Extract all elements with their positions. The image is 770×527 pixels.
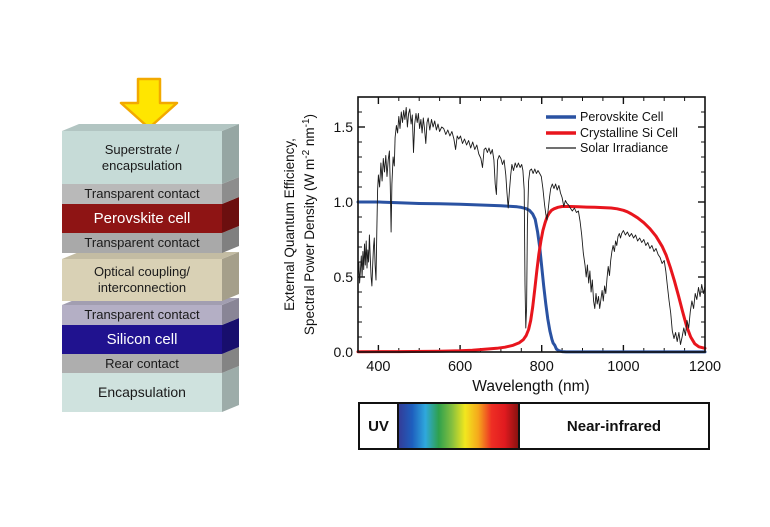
stack-layer-front (62, 184, 222, 204)
legend-label-solar: Solar Irradiance (580, 141, 668, 155)
tandem-stack-diagram: Superstrate / encapsulation Transparent … (55, 75, 255, 425)
uv-label: UV (368, 417, 389, 435)
stack-layer-top (62, 124, 239, 131)
plot-area-border (357, 96, 706, 353)
x-tick-800: 800 (530, 359, 554, 375)
stack-layer-side (222, 197, 239, 233)
solar-irradiance-curve (357, 107, 706, 345)
stack-layer-label-optical-coupling: Optical coupling/ interconnection (93, 264, 191, 295)
y-tick-0.0: 0.0 (334, 344, 354, 360)
stack-layer-label-rear-contact: Rear contact (105, 355, 179, 371)
x-axis-label: Wavelength (nm) (472, 378, 589, 395)
spectrum-bar: UV Near-infrared (358, 402, 710, 450)
stack-layer-label-superstrate: Superstrate / encapsulation (101, 141, 183, 173)
chart-legend: Perovskite Cell Crystalline Si Cell Sola… (546, 110, 678, 155)
stack-layer-label-perovskite-cell: Perovskite cell (93, 209, 191, 227)
y-tick-0.5: 0.5 (334, 269, 354, 285)
x-tick-400: 400 (366, 359, 390, 375)
eqe-spectrum-chart: 400 600 800 1000 1200 0.0 0.5 1.0 1.5 Wa… (282, 96, 721, 395)
y-tick-1.5: 1.5 (334, 119, 354, 135)
stack-layer-front (62, 373, 222, 412)
perovskite-cell-curve (356, 200, 707, 354)
stack-layer-side (222, 318, 239, 354)
stack-layer-side (222, 226, 239, 253)
legend-label-si: Crystalline Si Cell (580, 126, 678, 140)
x-tick-1200: 1200 (689, 359, 721, 375)
stack-layer-side (222, 347, 239, 373)
x-tick-600: 600 (448, 359, 472, 375)
stack-layer-front (62, 204, 222, 233)
visible-spectrum-gradient (397, 404, 520, 448)
stack-layer-label-silicon-cell: Silicon cell (106, 330, 178, 348)
stack-layer-front (62, 325, 222, 354)
axis-ticks (358, 97, 705, 352)
stack-graphic (62, 77, 239, 412)
stack-layer-side (222, 124, 239, 184)
stack-layer-front (62, 233, 222, 253)
stack-layer-top (62, 252, 239, 259)
stack-layer-front (62, 131, 222, 184)
near-infrared-label: Near-infrared (566, 417, 662, 435)
incident-light-arrow-icon (119, 77, 179, 130)
stack-layer-label-transparent-contact-3: Transparent contact (84, 307, 200, 323)
stack-layer-front (62, 354, 222, 373)
stack-layer-side (222, 298, 239, 325)
y-axis-label-line1: External Quantum Efficiency, (282, 138, 297, 311)
stack-layer-side (222, 177, 239, 204)
x-tick-1000: 1000 (607, 359, 639, 375)
y-axis-label-line2: Spectral Power Density (W m-2 nm-1) (301, 114, 317, 335)
stack-layer-side (222, 252, 239, 301)
stack-layer-label-encapsulation: Encapsulation (98, 384, 186, 401)
stack-layer-label-transparent-contact-2: Transparent contact (84, 235, 200, 251)
legend-label-perovskite: Perovskite Cell (580, 110, 663, 124)
stack-layer-label-transparent-contact-1: Transparent contact (84, 186, 200, 202)
crystalline-si-cell-curve (356, 205, 707, 354)
stack-layer-side (222, 366, 239, 412)
y-tick-1.0: 1.0 (334, 194, 354, 210)
stack-layer-front (62, 259, 222, 301)
stack-layer-front (62, 305, 222, 325)
